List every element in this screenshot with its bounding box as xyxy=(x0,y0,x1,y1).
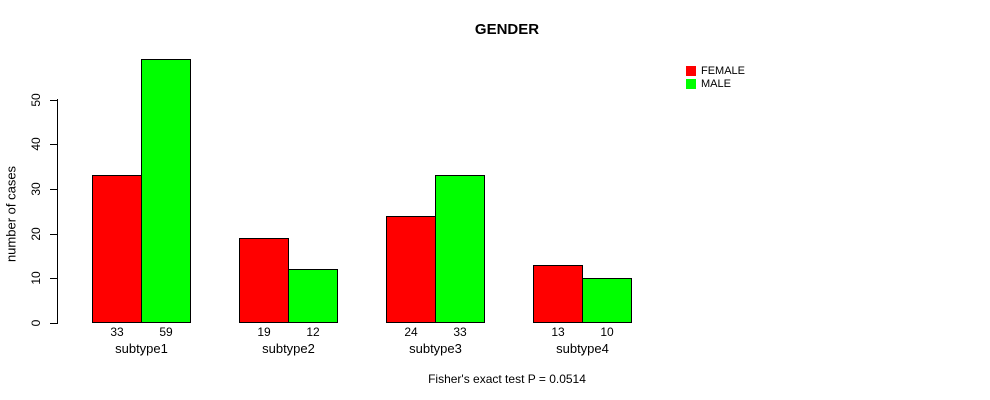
y-tick-20 xyxy=(50,234,58,235)
y-tick-40 xyxy=(50,144,58,145)
bar-male-subtype2 xyxy=(288,269,338,323)
legend-swatch-male xyxy=(686,78,696,89)
legend: FEMALE MALE xyxy=(686,64,745,90)
bar-female-subtype3 xyxy=(386,216,436,323)
x-label-subtype4: subtype4 xyxy=(556,341,609,356)
y-tick-10 xyxy=(50,278,58,279)
bar-value-male-subtype2: 12 xyxy=(306,325,320,339)
y-tick-label-30: 30 xyxy=(29,182,43,196)
legend-entry-female: FEMALE xyxy=(686,64,745,77)
x-label-subtype3: subtype3 xyxy=(409,341,462,356)
footnote-text: Fisher's exact test P = 0.0514 xyxy=(428,372,586,386)
legend-entry-male: MALE xyxy=(686,77,745,90)
y-tick-30 xyxy=(50,189,58,190)
y-tick-label-50: 50 xyxy=(29,93,43,107)
legend-label-female: FEMALE xyxy=(701,64,746,77)
bar-value-female-subtype4: 13 xyxy=(551,325,565,339)
x-label-subtype1: subtype1 xyxy=(115,341,168,356)
legend-swatch-female xyxy=(686,65,696,76)
chart-title: GENDER xyxy=(474,21,540,38)
bar-value-female-subtype3: 24 xyxy=(404,325,418,339)
bar-value-male-subtype3: 33 xyxy=(453,325,467,339)
y-tick-label-40: 40 xyxy=(29,137,43,151)
bar-female-subtype4 xyxy=(533,265,583,323)
y-tick-label-0: 0 xyxy=(29,319,43,327)
y-tick-0 xyxy=(50,323,58,324)
bar-value-female-subtype1: 33 xyxy=(110,325,124,339)
x-label-subtype2: subtype2 xyxy=(262,341,315,356)
y-axis-line xyxy=(57,99,58,324)
y-tick-50 xyxy=(50,100,58,101)
bar-female-subtype1 xyxy=(92,175,142,323)
bar-value-male-subtype4: 10 xyxy=(600,325,614,339)
bar-male-subtype1 xyxy=(141,59,191,323)
bar-female-subtype2 xyxy=(239,238,289,323)
legend-label-male: MALE xyxy=(701,77,731,90)
y-tick-label-10: 10 xyxy=(29,271,43,285)
y-tick-label-20: 20 xyxy=(29,227,43,241)
bar-male-subtype3 xyxy=(435,175,485,323)
bar-male-subtype4 xyxy=(582,278,632,323)
bar-value-male-subtype1: 59 xyxy=(159,325,173,339)
bar-value-female-subtype2: 19 xyxy=(257,325,271,339)
y-axis-label: number of cases xyxy=(3,165,19,263)
